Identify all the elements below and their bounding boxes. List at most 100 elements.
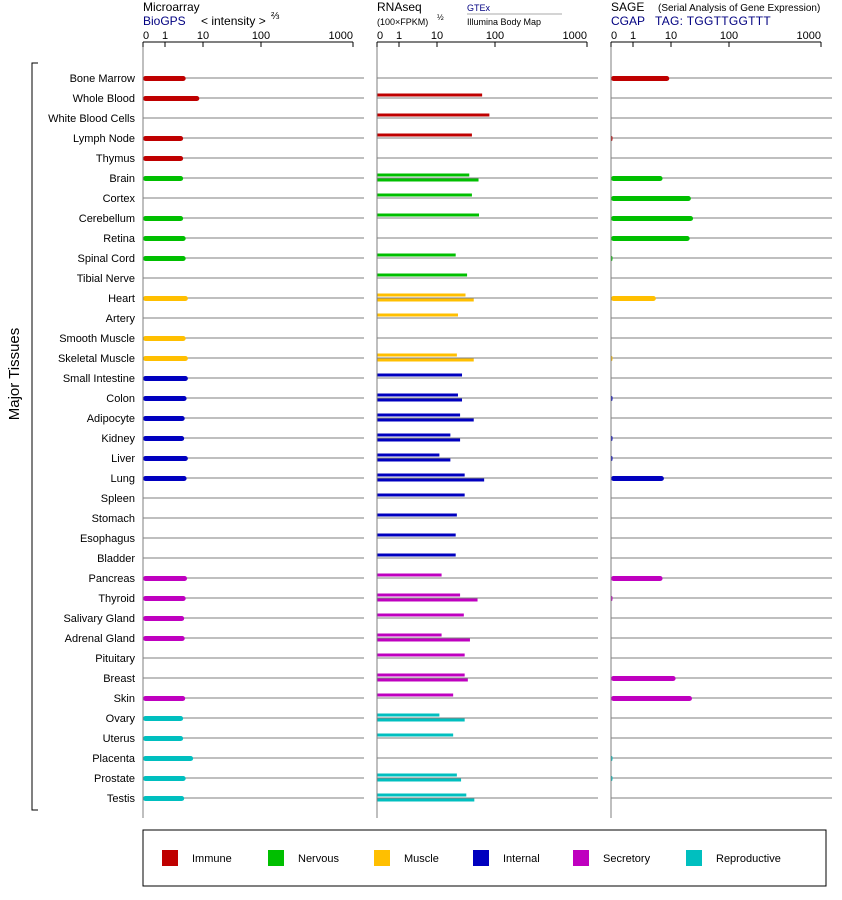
tissue-label: Thyroid [98,593,135,605]
tissue-label: Pancreas [89,573,136,585]
rnaseq-gtex-bar [377,313,458,317]
x-tick-label: 0 [611,30,617,42]
tissue-label: Skeletal Muscle [58,353,135,365]
rnaseq-gtex-bar [377,633,442,637]
microarray-bar [143,616,185,621]
panel-source-cgap: CGAP [611,14,645,28]
panel-title-microarray: Microarray [143,0,200,14]
microarray-bar [143,756,194,761]
rnaseq-illumina-bar [377,718,465,722]
x-tick-label: 1 [630,30,636,42]
rnaseq-gtex-bar [377,253,456,257]
rnaseq-gtex-bar [377,733,454,737]
microarray-bar [143,736,184,741]
rnaseq-gtex-bar [377,293,466,297]
rnaseq-gtex-bar [377,113,490,117]
rnaseq-illumina-bar [377,478,485,482]
panel-scale-exp-microarray: ⅔ [271,11,280,22]
legend-swatch [374,850,390,866]
panel-subtitle-sage: (Serial Analysis of Gene Expression) [658,3,820,14]
sage-bar [611,76,670,81]
rnaseq-gtex-bar [377,273,468,277]
sage-bar [611,576,663,581]
tissue-label: Smooth Muscle [59,333,135,345]
tissue-label: Whole Blood [73,93,135,105]
sage-bar [611,296,656,301]
panel-source-illumina: Illumina Body Map [467,17,541,27]
tissue-label: Salivary Gland [63,613,135,625]
panel-scale-rnaseq: (100×FPKM) [377,17,428,27]
rnaseq-gtex-bar [377,553,456,557]
x-tick-label: 0 [143,30,149,42]
rnaseq-gtex-bar [377,773,457,777]
legend-label: Immune [192,853,232,865]
panel-scale-microarray: < intensity > [201,14,266,28]
tissue-label: Artery [106,313,136,325]
sage-bar [611,176,663,181]
tissue-label: Tibial Nerve [77,273,135,285]
rnaseq-gtex-bar [377,533,456,537]
microarray-bar [143,296,188,301]
microarray-bar [143,216,184,221]
rnaseq-gtex-bar [377,493,465,497]
tissue-label: Heart [108,293,135,305]
tissue-label: Adipocyte [87,413,135,425]
x-tick-label: 10 [197,30,209,42]
rnaseq-illumina-bar [377,298,474,302]
rnaseq-gtex-bar [377,793,467,797]
microarray-bar [143,636,185,641]
tissue-label: Cortex [103,193,136,205]
microarray-bar [143,156,184,161]
rnaseq-gtex-bar [377,453,440,457]
tissue-label: Ovary [106,713,136,725]
tissue-label: Pituitary [95,653,135,665]
legend-swatch [573,850,589,866]
legend-swatch [473,850,489,866]
panel-title-sage: SAGE [611,0,644,14]
tissue-label: Retina [103,233,136,245]
microarray-bar [143,716,184,721]
tissue-label: Stomach [92,513,135,525]
tissue-label: Uterus [103,733,136,745]
x-tick-label: 1000 [563,30,587,42]
microarray-bar [143,596,186,601]
microarray-bar [143,256,186,261]
tissue-label: Esophagus [80,533,136,545]
tissue-label: Liver [111,453,135,465]
legend-swatch [162,850,178,866]
rnaseq-gtex-bar [377,173,470,177]
microarray-bar [143,396,187,401]
x-tick-label: 100 [486,30,504,42]
sage-bar [611,236,690,241]
legend-label: Internal [503,853,540,865]
rnaseq-gtex-bar [377,213,480,217]
panel-source-gtex: GTEx [467,3,491,13]
rnaseq-gtex-bar [377,193,472,197]
rnaseq-gtex-bar [377,653,465,657]
rnaseq-gtex-bar [377,713,440,717]
microarray-bar [143,336,186,341]
x-tick-label: 1 [162,30,168,42]
rnaseq-gtex-bar [377,393,458,397]
rnaseq-illumina-bar [377,678,468,682]
tissue-label: Kidney [101,433,135,445]
legend-swatch [268,850,284,866]
x-tick-label: 10 [431,30,443,42]
sage-bar [611,196,691,201]
legend-swatch [686,850,702,866]
tissue-group-label: Major Tissues [6,328,23,421]
microarray-bar [143,176,184,181]
tissue-label: Lung [111,473,135,485]
legend-label: Muscle [404,853,439,865]
tissue-label: Small Intestine [63,373,135,385]
tissue-label: Spinal Cord [78,253,135,265]
rnaseq-gtex-bar [377,513,457,517]
sage-bar [611,476,664,481]
tissue-label: Prostate [94,773,135,785]
microarray-bar [143,796,185,801]
rnaseq-gtex-bar [377,473,465,477]
microarray-bar [143,576,188,581]
tissue-label: Cerebellum [79,213,135,225]
microarray-bar [143,236,186,241]
